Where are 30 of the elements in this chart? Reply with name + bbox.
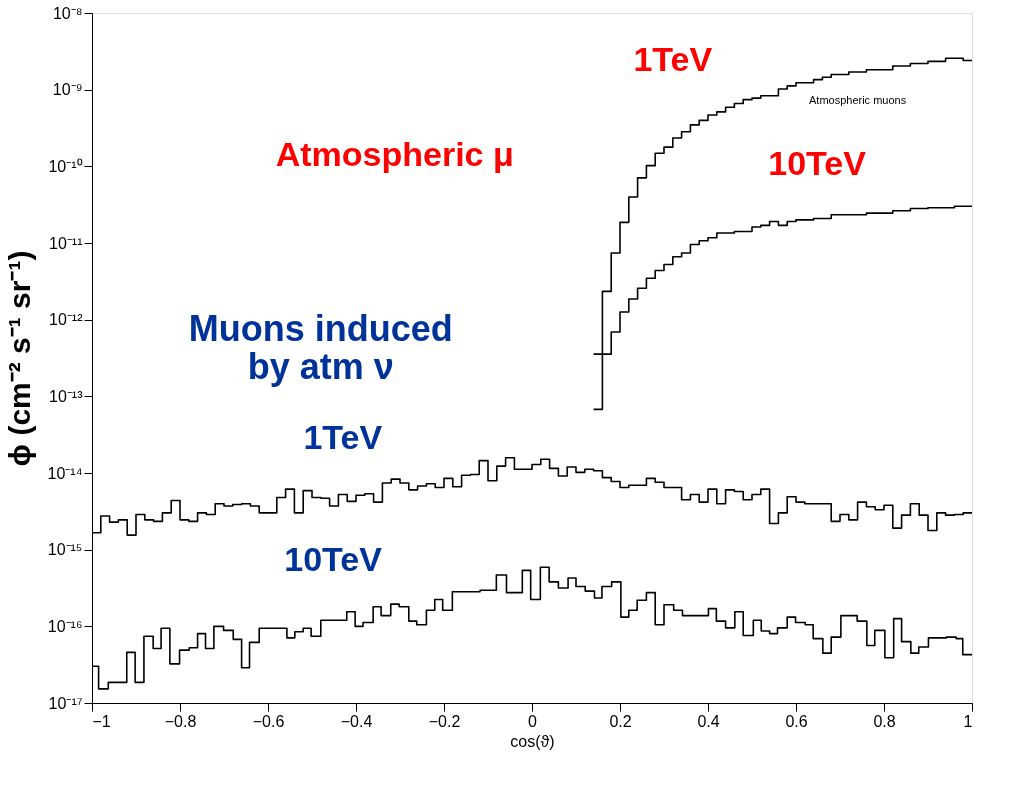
x-tick-label: −0.8 [164, 712, 197, 730]
annotation: 1TeV [633, 39, 713, 78]
annotation: 10TeV [284, 539, 383, 578]
y-tick-label: 10⁻¹⁰ [48, 157, 83, 175]
annotation: Muons induced by atm ν [188, 308, 453, 388]
y-tick-label: 10⁻¹¹ [49, 234, 83, 252]
x-tick-label: 0.2 [609, 712, 632, 730]
x-tick-label: 0 [528, 712, 538, 730]
y-tick-label: 10⁻¹² [49, 311, 84, 329]
x-tick-label: −0.6 [252, 712, 285, 730]
x-tick-label: 0.4 [697, 712, 720, 730]
x-tick-label: −0.4 [340, 712, 373, 730]
y-tick-label: 10⁻¹⁵ [47, 541, 83, 559]
y-tick-label: 10⁻⁸ [52, 4, 83, 22]
y-tick-label: 10⁻⁹ [52, 81, 83, 99]
annotation: 10TeV [768, 143, 867, 182]
y-tick-label: 10⁻¹⁶ [47, 617, 83, 635]
x-tick-label: −0.2 [428, 712, 461, 730]
y-axis-title: ϕ (cm⁻² s⁻¹ sr⁻¹) [2, 250, 36, 467]
x-tick-label: 0.8 [873, 712, 896, 730]
x-tick-label: −1 [92, 712, 111, 730]
x-tick-label: 0.6 [785, 712, 808, 730]
annotation: Atmospheric μ [275, 134, 514, 173]
y-tick-label: 10⁻¹³ [49, 387, 84, 405]
y-tick-label: 10⁻¹⁴ [47, 464, 83, 482]
annotation: 1TeV [303, 418, 383, 457]
x-axis-title: cos(ϑ) [510, 732, 555, 750]
annotation: Atmospheric muons [808, 93, 907, 106]
x-tick-label: 1 [963, 712, 973, 730]
y-tick-label: 10⁻¹⁷ [48, 694, 83, 712]
